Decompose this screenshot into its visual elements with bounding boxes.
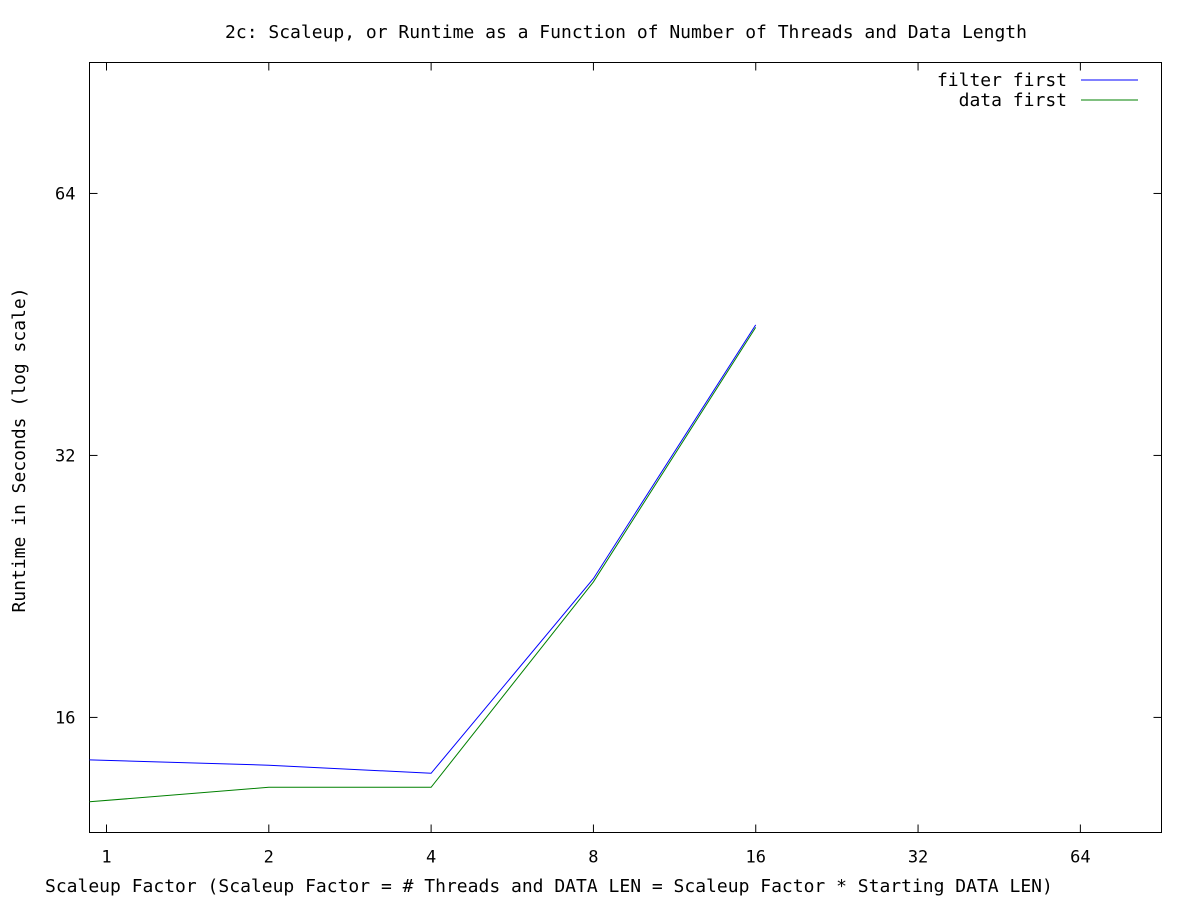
series-line-data-first [89, 327, 757, 803]
x-tick-label: 4 [426, 848, 436, 868]
x-tick-label: 8 [588, 848, 598, 868]
legend-label-data-first: data first [959, 90, 1067, 111]
x-tick-label: 2 [264, 848, 274, 868]
y-axis-ticks: 16 32 64 [55, 184, 1162, 728]
series-line-filter-first [89, 324, 757, 774]
y-axis-label: Runtime in Seconds (log scale) [9, 287, 30, 612]
x-tick-label: 1 [101, 848, 111, 868]
x-tick-label: 16 [746, 848, 766, 868]
plot-frame [89, 62, 1162, 833]
x-tick-label: 32 [908, 848, 928, 868]
y-tick-label: 32 [55, 446, 75, 466]
chart-title: 2c: Scaleup, or Runtime as a Function of… [225, 22, 1027, 43]
series-lines [89, 324, 757, 803]
y-tick-label: 16 [55, 708, 75, 728]
y-tick-label: 64 [55, 184, 75, 204]
x-axis-label: Scaleup Factor (Scaleup Factor = # Threa… [45, 876, 1053, 897]
x-axis-ticks: 1 2 4 8 16 32 64 [101, 62, 1091, 868]
x-tick-label: 64 [1070, 848, 1090, 868]
legend-label-filter-first: filter first [937, 70, 1067, 91]
